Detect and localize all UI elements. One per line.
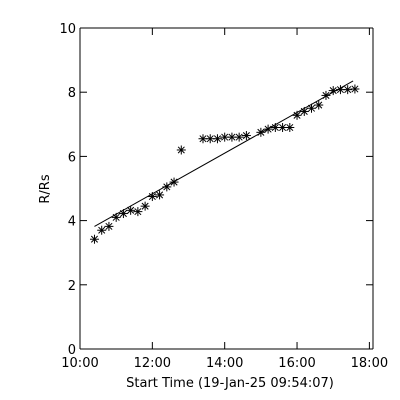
data-point [118, 209, 128, 219]
data-point [299, 106, 309, 116]
data-point [292, 110, 302, 120]
x-tick-label: 12:00 [134, 356, 171, 371]
y-tick-label: 8 [68, 86, 76, 101]
y-tick-label: 2 [68, 279, 76, 294]
x-axis-label: Start Time (19-Jan-25 09:54:07) [126, 376, 334, 391]
data-point [104, 221, 114, 231]
data-point [234, 132, 244, 142]
data-points [89, 84, 360, 244]
tick-labels: 0 2 4 6 8 10 10:00 12:00 14:00 16:00 18:00 [59, 22, 388, 371]
data-point [314, 100, 324, 110]
data-point [321, 90, 331, 100]
data-point [155, 190, 165, 200]
data-point [256, 127, 266, 137]
fit-line [94, 80, 354, 227]
data-point [343, 85, 353, 95]
x-tick-label: 16:00 [278, 356, 315, 371]
data-point [169, 177, 179, 187]
y-tick-label: 10 [59, 22, 76, 37]
data-point [212, 134, 222, 144]
data-point [126, 205, 136, 215]
x-tick-label: 10:00 [61, 356, 98, 371]
x-tick-label: 18:00 [351, 356, 388, 371]
data-point [307, 103, 317, 113]
data-point [328, 86, 338, 96]
y-tick-label: 6 [68, 150, 76, 165]
data-point [241, 131, 251, 141]
data-point [111, 212, 121, 222]
data-point [162, 182, 172, 192]
plot-frame [79, 27, 374, 350]
data-point [89, 234, 99, 244]
data-point [263, 124, 273, 134]
y-axis-label: R/Rs [38, 174, 53, 203]
y-tick-label: 0 [68, 343, 76, 358]
x-tick-label: 14:00 [206, 356, 243, 371]
data-point [147, 192, 157, 202]
y-tick-label: 4 [68, 215, 76, 230]
data-point [133, 207, 143, 217]
data-point [97, 225, 107, 235]
ticks [79, 27, 373, 350]
data-point [285, 123, 295, 133]
data-point [176, 145, 186, 155]
data-point [140, 201, 150, 211]
data-point [350, 84, 360, 94]
